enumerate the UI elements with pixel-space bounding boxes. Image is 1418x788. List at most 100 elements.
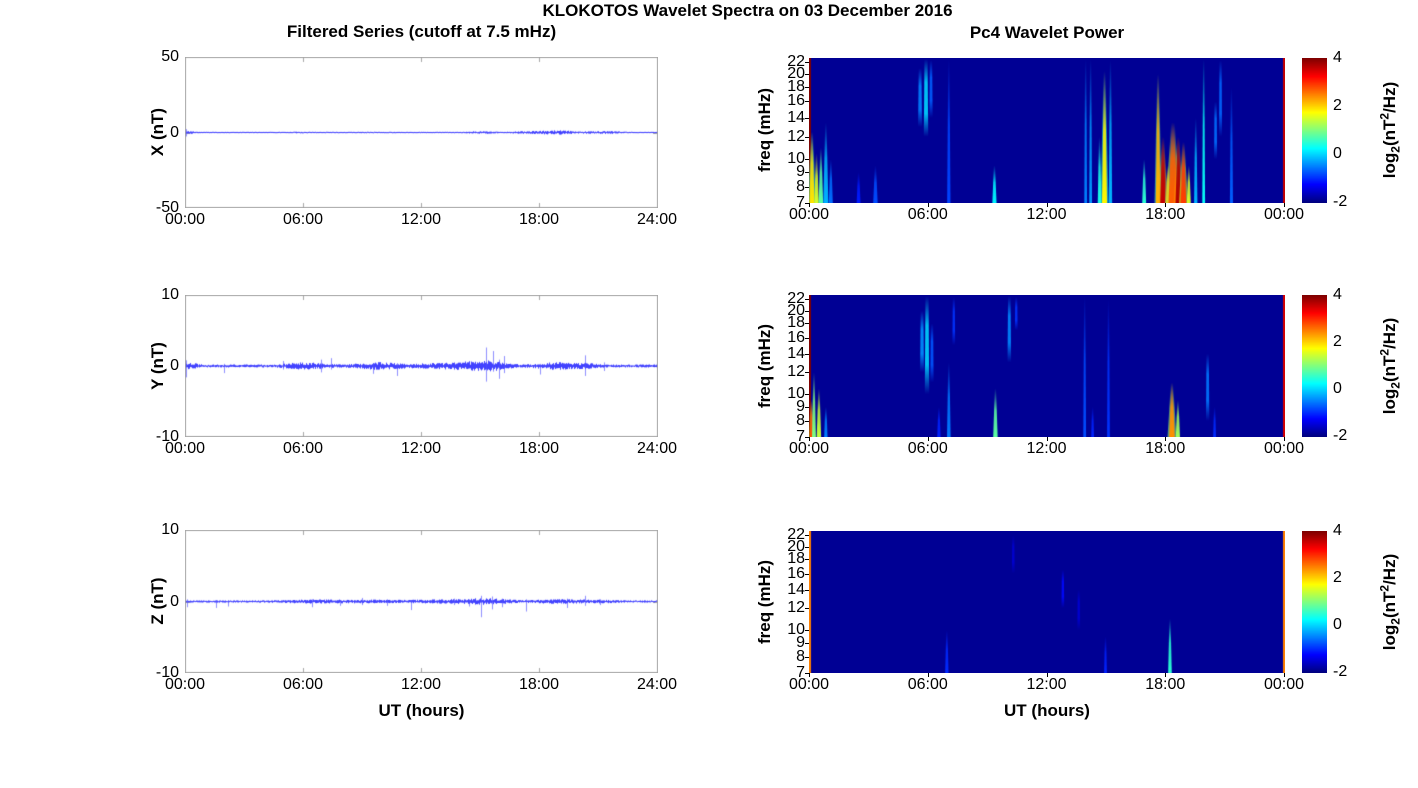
colorbar-x-label: log2(nT2/Hz) [1377, 81, 1403, 179]
freq-tick-mark [805, 353, 809, 355]
x-tick-label: 00:00 [788, 206, 830, 223]
freq-tick-mark [805, 323, 809, 325]
freq-tick-label: 9 [796, 397, 805, 415]
freq-tick-label: 10 [787, 150, 805, 168]
freq-tick-label: 20 [787, 537, 805, 555]
x-series-panel [185, 57, 658, 208]
freq-tick-mark [805, 656, 809, 658]
colorbar-z-gradient [1302, 531, 1327, 673]
freq-tick-label: 18 [787, 78, 805, 96]
freq-tick-mark [805, 101, 809, 103]
freq-tick-label: 22 [787, 526, 805, 544]
freq-tick-label: 18 [787, 314, 805, 332]
colorbar-x-gradient [1302, 58, 1327, 203]
x-tick-label: 00:00 [164, 440, 206, 457]
x-tick-label: 06:00 [907, 676, 948, 693]
freq-tick-mark [805, 159, 809, 161]
freq-tick-label: 20 [787, 301, 805, 319]
colorbar-tick-label: -2 [1333, 663, 1348, 680]
freq-tick-label: 18 [787, 550, 805, 568]
freq-tick-label: 14 [787, 580, 805, 598]
x-tick-label: 06:00 [282, 676, 324, 693]
x-tick-mark [1284, 203, 1285, 207]
freq-tick-mark [805, 117, 809, 119]
x-tick-mark [927, 437, 929, 441]
freq-tick-mark [805, 406, 809, 408]
y-tick-label: 10 [161, 521, 179, 538]
y-wavelet-spectrogram [809, 295, 1285, 437]
x-tick-label: 00:00 [164, 676, 206, 693]
colorbar-z-label: log2(nT2/Hz) [1377, 553, 1403, 651]
freq-tick-mark [805, 186, 809, 188]
z-series-panel [185, 530, 658, 673]
colorbar-tick-label: 2 [1333, 97, 1342, 114]
x-tick-label: 18:00 [1145, 676, 1186, 693]
colorbar-y-label: log2(nT2/Hz) [1377, 317, 1403, 415]
freq-tick-label: 22 [787, 53, 805, 71]
z-series-plot [185, 530, 658, 673]
freq-tick-mark [805, 62, 809, 64]
right-ut-hours-label: UT (hours) [1004, 701, 1090, 720]
x-tick-mark [927, 673, 929, 677]
freq-tick-mark [805, 310, 809, 312]
freq-tick-mark [805, 372, 809, 374]
x-wavelet-panel [809, 58, 1285, 203]
freq-tick-label: 14 [787, 344, 805, 362]
colorbar-z [1302, 531, 1327, 673]
freq-tick-mark [805, 87, 809, 89]
x-tick-mark [1284, 673, 1285, 677]
freq-tick-label: 8 [796, 411, 805, 429]
freq-tick-label: 9 [796, 633, 805, 651]
freq-tick-label: 7 [796, 428, 805, 445]
freq-tick-label: 16 [787, 564, 805, 582]
x-tick-label: 00:00 [1263, 676, 1305, 693]
freq-tick-label: 12 [787, 363, 805, 381]
x-tick-label: 18:00 [1145, 440, 1186, 457]
freq-tick-mark [805, 394, 809, 396]
x-tick-mark [1046, 673, 1048, 677]
figure-title: KLOKOTOS Wavelet Spectra on 03 December … [542, 1, 953, 20]
y-wavelet-panel [809, 295, 1285, 437]
freq-tick-mark [805, 673, 809, 674]
colorbar-tick-label: 4 [1333, 522, 1342, 539]
freq-tick-mark [805, 172, 809, 174]
freq-tick-mark [805, 546, 809, 548]
x-series-plot [185, 57, 658, 208]
z-wavelet-spectrogram [809, 531, 1285, 673]
colorbar-x [1302, 58, 1327, 203]
freq-tick-mark [805, 608, 809, 610]
x-tick-label: 06:00 [907, 206, 948, 223]
freq-tick-label: 16 [787, 328, 805, 346]
freq-tick-label: 12 [787, 599, 805, 617]
x-tick-label: 06:00 [282, 440, 324, 457]
colorbar-y [1302, 295, 1327, 437]
freq-tick-label: 7 [796, 194, 805, 211]
wavelet-power-column-title: Pc4 Wavelet Power [969, 23, 1125, 42]
x-tick-mark [927, 203, 929, 207]
x-tick-mark [1165, 203, 1167, 207]
x-tick-label: 18:00 [518, 211, 560, 228]
x-tick-mark [809, 673, 810, 677]
x-tick-mark [1046, 203, 1048, 207]
freq-tick-mark [805, 573, 809, 575]
y-tick-label: -10 [155, 428, 179, 445]
colorbar-tick-label: 0 [1333, 616, 1342, 633]
freq-tick-label: 9 [796, 163, 805, 181]
colorbar-tick-label: 2 [1333, 333, 1342, 350]
x-tick-label: 18:00 [1145, 206, 1186, 223]
freq-tick-label: 10 [787, 385, 805, 403]
freq-tick-label: 8 [796, 647, 805, 665]
z-wavelet-panel [809, 531, 1285, 673]
freq-tick-mark [805, 642, 809, 644]
freq-tick-mark [805, 136, 809, 138]
x-tick-label: 12:00 [400, 211, 442, 228]
freq-tick-mark [805, 589, 809, 591]
x-tick-label: 00:00 [1263, 206, 1305, 223]
colorbar-y-gradient [1302, 295, 1327, 437]
freq-tick-mark [805, 203, 809, 204]
x-tick-label: 12:00 [1026, 206, 1067, 223]
y-tick-label: 10 [161, 286, 179, 303]
y-tick-label: -50 [155, 199, 179, 216]
colorbar-tick-label: -2 [1333, 427, 1348, 444]
